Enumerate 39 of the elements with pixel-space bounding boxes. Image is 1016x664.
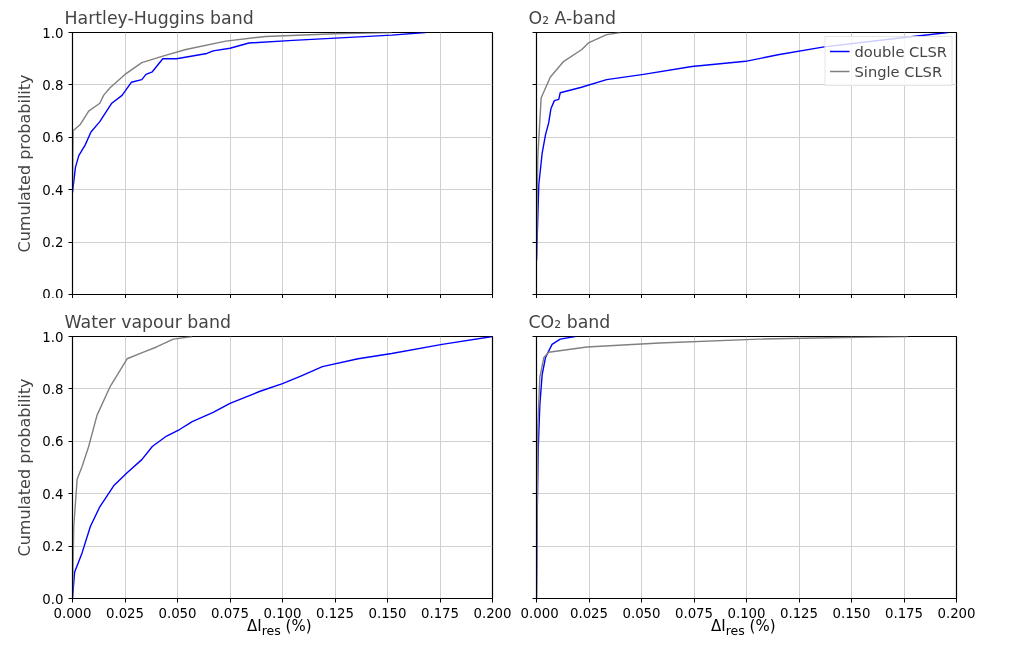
x-tick-label: 0.075: [210, 605, 250, 621]
chart-title: Water vapour band: [64, 311, 231, 332]
x-axis-title: ΔI$_{res}$ (%): [247, 617, 312, 638]
x-tick-label: 0.150: [832, 605, 871, 621]
x-tick-label: 0.050: [158, 605, 197, 621]
x-tick-label: 0.075: [674, 605, 714, 621]
y-tick-label: 0.6: [42, 130, 64, 146]
x-tick-label: 0.150: [368, 605, 407, 621]
y-tick-label: 0.0: [42, 591, 64, 607]
y-tick-label: 0.4: [42, 182, 64, 198]
x-tick-label: 0.200: [937, 605, 976, 621]
y-tick-label: 0.0: [42, 286, 64, 302]
x-axis-title: ΔI$_{res}$ (%): [711, 617, 776, 638]
y-tick-label: 0.4: [42, 486, 64, 502]
chart-title: O₂ A-band: [528, 7, 616, 28]
y-axis-title: Cumulated probability: [15, 74, 35, 253]
x-tick-label: 0.175: [884, 605, 924, 621]
x-tick-label: 0.200: [473, 605, 512, 621]
chart-title: CO₂ band: [528, 311, 611, 332]
legend-label: Single CLSR: [854, 62, 943, 80]
x-tick-label: 0.050: [622, 605, 661, 621]
x-tick-label: 0.125: [315, 605, 355, 621]
y-tick-label: 1.0: [42, 329, 64, 345]
y-axis-title: Cumulated probability: [15, 378, 35, 557]
x-tick-label: 0.025: [105, 605, 145, 621]
y-tick-label: 0.2: [42, 235, 64, 251]
legend-label: double CLSR: [854, 42, 947, 60]
y-tick-label: 1.0: [42, 25, 64, 41]
y-tick-label: 0.2: [42, 539, 64, 555]
x-tick-label: 0.175: [420, 605, 460, 621]
x-tick-label: 0.000: [53, 605, 92, 621]
x-tick-label: 0.000: [520, 605, 559, 621]
y-tick-label: 0.8: [42, 381, 64, 397]
y-tick-label: 0.6: [42, 434, 64, 450]
x-tick-label: 0.025: [569, 605, 609, 621]
line-series: [72, 336, 493, 599]
chart-title: Hartley-Huggins band: [64, 7, 254, 28]
x-tick-label: 0.125: [779, 605, 819, 621]
y-tick-label: 0.8: [42, 77, 64, 93]
